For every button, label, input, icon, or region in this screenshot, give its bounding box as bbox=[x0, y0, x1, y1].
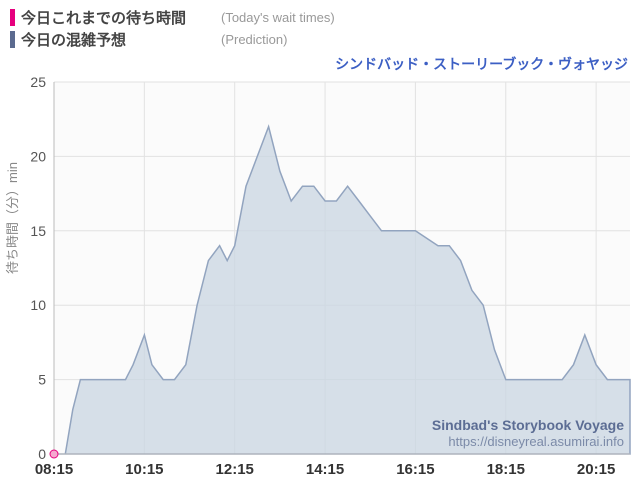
legend-label-prediction-jp: 今日の混雑予想 bbox=[21, 29, 221, 50]
chart-area: 待ち時間（分）min 0 5 10 15 20 25 08:15 10:15 12:15 14:1… bbox=[0, 74, 640, 494]
svg-text:08:15: 08:15 bbox=[35, 461, 73, 478]
legend-label-today-en: (Today's wait times) bbox=[221, 10, 335, 25]
svg-text:20:15: 20:15 bbox=[577, 461, 615, 478]
legend-row-prediction: 今日の混雑予想 (Prediction) bbox=[10, 28, 630, 50]
svg-text:15: 15 bbox=[30, 223, 46, 239]
svg-text:10:15: 10:15 bbox=[125, 461, 163, 478]
svg-text:14:15: 14:15 bbox=[306, 461, 344, 478]
svg-text:0: 0 bbox=[38, 446, 46, 462]
svg-text:25: 25 bbox=[30, 74, 46, 90]
legend-swatch-prediction bbox=[10, 31, 15, 48]
svg-text:10: 10 bbox=[30, 297, 46, 313]
svg-text:Sindbad's Storybook Voyage: Sindbad's Storybook Voyage bbox=[432, 417, 624, 433]
legend-swatch-today bbox=[10, 9, 15, 26]
legend-label-today-jp: 今日これまでの待ち時間 bbox=[21, 7, 221, 28]
legend-row-today: 今日これまでの待ち時間 (Today's wait times) bbox=[10, 6, 630, 28]
svg-text:https://disneyreal.asumirai.in: https://disneyreal.asumirai.info bbox=[448, 434, 624, 449]
svg-text:16:15: 16:15 bbox=[396, 461, 434, 478]
chart-title: シンドバッド・ストーリーブック・ヴォヤッジ bbox=[0, 54, 640, 74]
svg-text:12:15: 12:15 bbox=[216, 461, 254, 478]
y-axis-label: 待ち時間（分）min bbox=[2, 162, 21, 274]
legend-label-prediction-en: (Prediction) bbox=[221, 32, 287, 47]
chart-svg: 0 5 10 15 20 25 08:15 10:15 12:15 14:15 16:15 18:15… bbox=[0, 74, 640, 494]
svg-text:18:15: 18:15 bbox=[487, 461, 525, 478]
legend: 今日これまでの待ち時間 (Today's wait times) 今日の混雑予想… bbox=[0, 0, 640, 54]
svg-text:20: 20 bbox=[30, 148, 46, 164]
svg-text:5: 5 bbox=[38, 372, 46, 388]
